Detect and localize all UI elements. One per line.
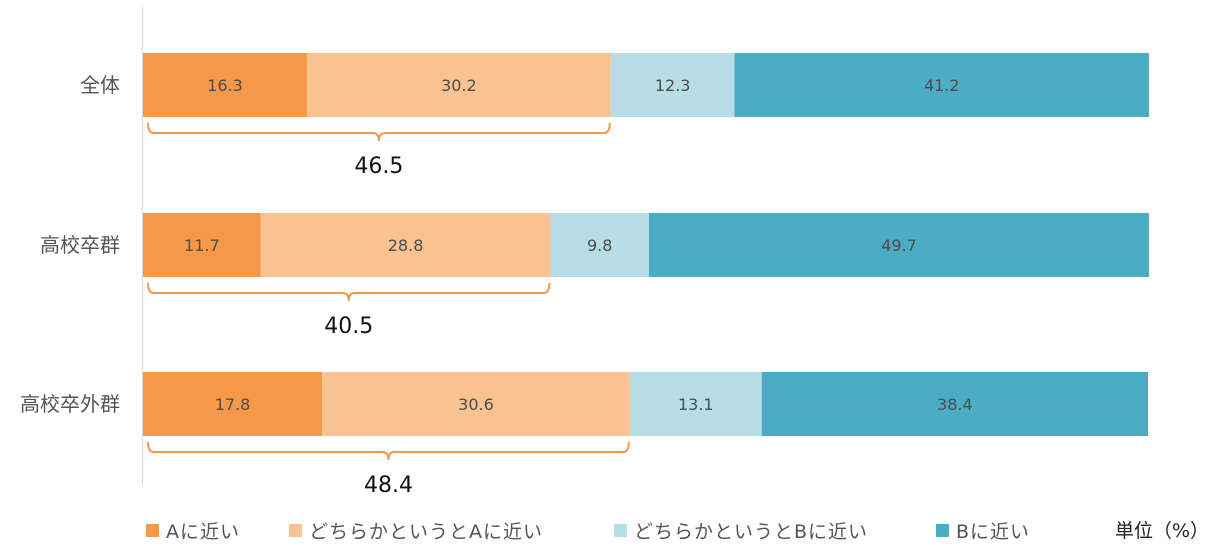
data-label: 30.6 [458, 395, 494, 414]
value-labels-layer: 16.3 30.2 12.3 41.2 11.7 28.8 9.8 49.7 17.8 30.6 1… [184, 76, 973, 414]
category-label: 全体 [80, 73, 120, 97]
data-label: 12.3 [655, 76, 691, 95]
braces-layer: 46.5 40.5 48.4 [147, 122, 630, 498]
bar-segment [143, 213, 261, 277]
legend-label: どちらかというとAに近い [309, 521, 543, 543]
data-label: 13.1 [678, 395, 714, 414]
sum-label: 40.5 [324, 314, 373, 339]
bar-segment [610, 53, 735, 117]
category-label: 高校卒外群 [20, 392, 120, 416]
bar-segment [322, 372, 630, 436]
bar-segment [649, 213, 1149, 277]
bar-segment [143, 53, 307, 117]
bar-segment [550, 213, 650, 277]
data-label: 16.3 [207, 76, 243, 95]
legend-label: Bに近い [956, 521, 1030, 543]
sum-label: 48.4 [364, 473, 413, 498]
legend-swatch [146, 524, 159, 537]
legend-swatch [614, 524, 627, 537]
data-label: 30.2 [441, 76, 477, 95]
data-label: 11.7 [184, 236, 220, 255]
bar-segment [734, 53, 1149, 117]
data-label: 49.7 [881, 236, 917, 255]
bar-segment [260, 213, 551, 277]
bars-layer [143, 53, 1149, 436]
bar-segment [629, 372, 762, 436]
legend: Aに近い どちらかというとAに近い どちらかというとBに近い Bに近い [146, 521, 1030, 543]
legend-label: Aに近い [166, 521, 240, 543]
bar-segment [306, 53, 611, 117]
data-label: 9.8 [587, 236, 612, 255]
bar-segment [761, 372, 1148, 436]
data-label: 17.8 [215, 395, 251, 414]
legend-label: どちらかというとBに近い [634, 521, 868, 543]
data-label: 28.8 [388, 236, 424, 255]
legend-swatch [936, 524, 949, 537]
sum-label: 46.5 [354, 154, 403, 179]
legend-swatch [289, 524, 302, 537]
data-label: 38.4 [937, 395, 973, 414]
unit-label: 単位（%） [1115, 520, 1208, 542]
category-label: 高校卒群 [40, 233, 120, 257]
bar-segment [143, 372, 323, 436]
data-label: 41.2 [924, 76, 960, 95]
sum-brace [147, 441, 630, 461]
sum-brace [147, 122, 611, 142]
sum-brace [147, 282, 551, 302]
